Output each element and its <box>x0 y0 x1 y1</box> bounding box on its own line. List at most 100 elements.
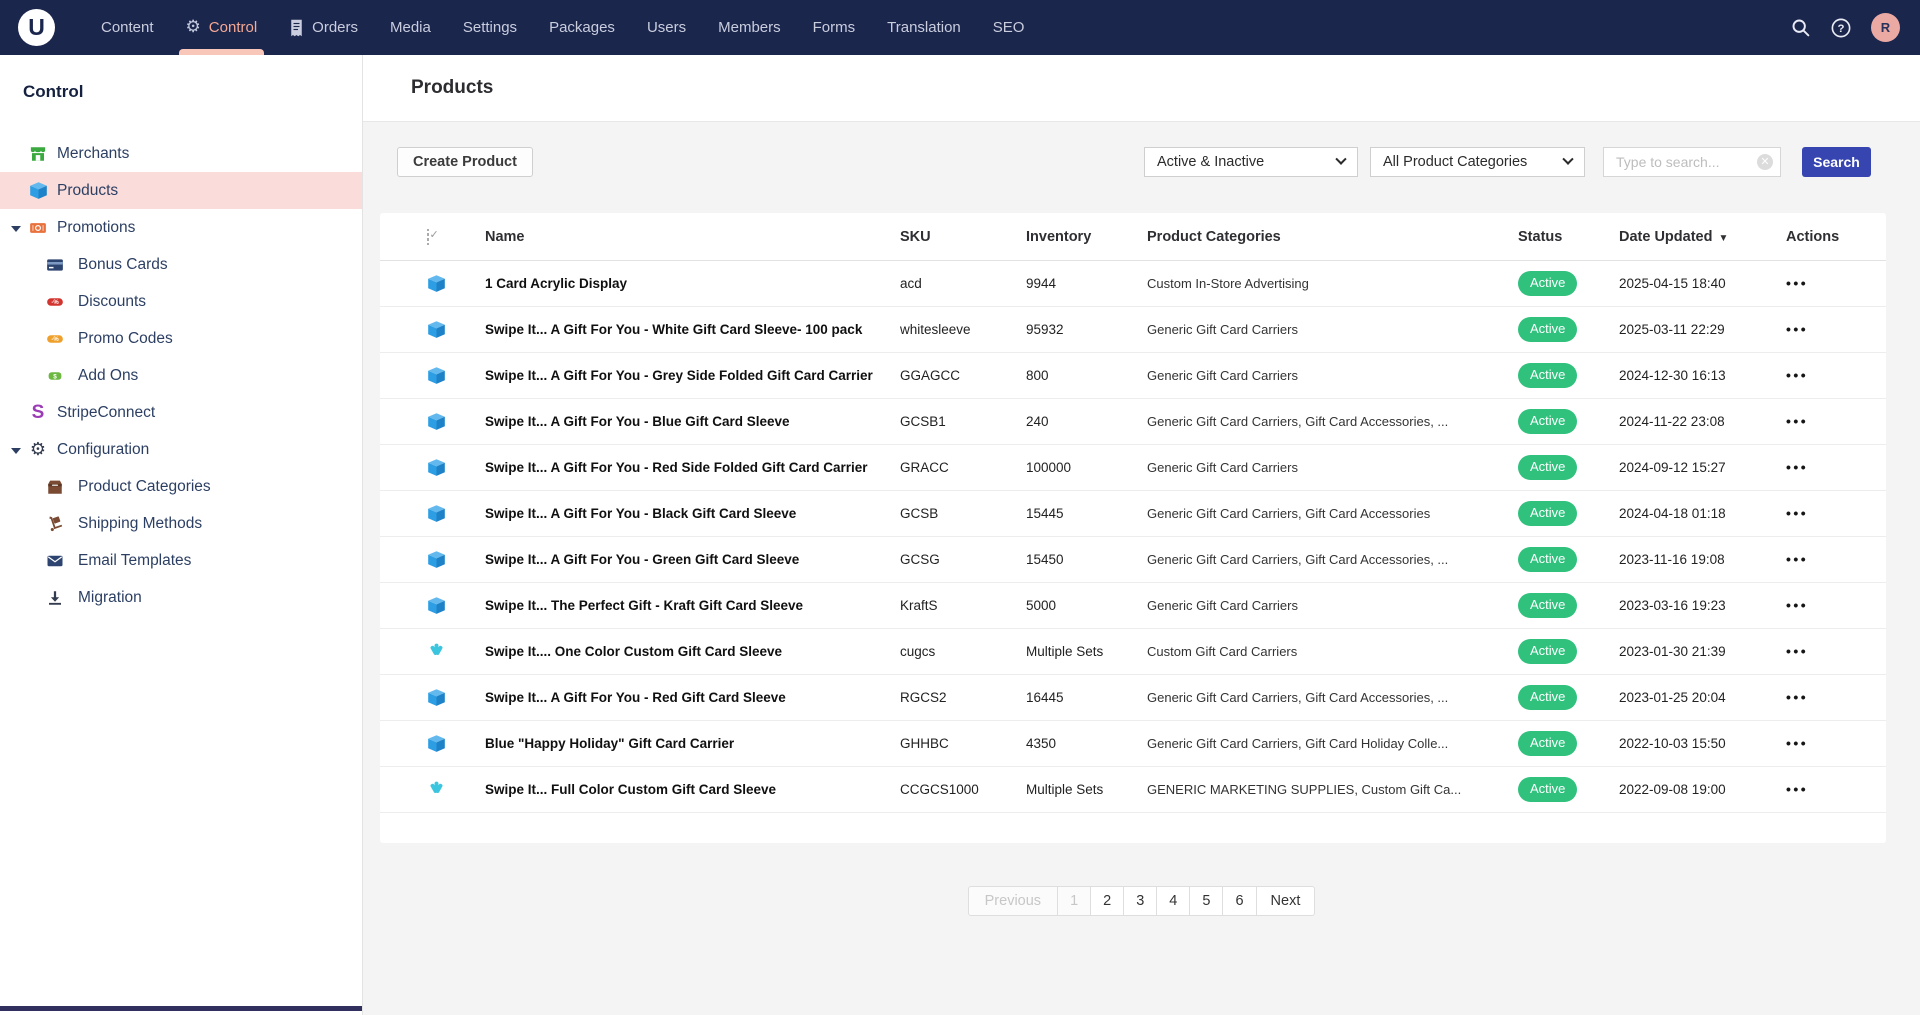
sidebar-item-bonus-cards[interactable]: Bonus Cards <box>0 246 362 283</box>
column-header-name[interactable]: Name <box>485 229 900 245</box>
svg-text:-%: -% <box>51 337 59 343</box>
nav-item-control[interactable]: ⚙Control <box>170 0 274 55</box>
product-name-link[interactable]: 1 Card Acrylic Display <box>485 276 900 291</box>
status-filter-select[interactable]: Active & Inactive <box>1144 147 1358 177</box>
table-header-row: Name SKU Inventory Product Categories St… <box>380 213 1886 261</box>
receipt-icon <box>289 19 304 37</box>
product-inventory: 800 <box>1026 368 1147 383</box>
sidebar-item-discounts[interactable]: -%Discounts <box>0 283 362 320</box>
nav-item-users[interactable]: Users <box>631 0 702 55</box>
sidebar-item-label: Configuration <box>0 441 149 459</box>
nav-item-forms[interactable]: Forms <box>797 0 872 55</box>
product-name-link[interactable]: Swipe It... A Gift For You - White Gift … <box>485 322 900 337</box>
product-name-link[interactable]: Swipe It.... One Color Custom Gift Card … <box>485 644 900 659</box>
product-name-link[interactable]: Swipe It... A Gift For You - Red Gift Ca… <box>485 690 900 705</box>
sidebar-item-product-categories[interactable]: Product Categories <box>0 468 362 505</box>
row-actions-button[interactable]: ••• <box>1786 275 1808 291</box>
product-categories-icon <box>44 478 66 496</box>
top-nav: U Content⚙ControlOrdersMediaSettingsPack… <box>0 0 1920 55</box>
column-header-date-updated[interactable]: Date Updated▼ <box>1619 229 1786 245</box>
row-actions-button[interactable]: ••• <box>1786 597 1808 613</box>
product-name-link[interactable]: Swipe It... A Gift For You - Grey Side F… <box>485 368 900 383</box>
row-actions-button[interactable]: ••• <box>1786 413 1808 429</box>
row-actions-button[interactable]: ••• <box>1786 321 1808 337</box>
sidebar-item-products[interactable]: Products <box>0 172 362 209</box>
product-sku: GGAGCC <box>900 368 1026 383</box>
search-icon[interactable] <box>1790 17 1811 38</box>
nav-item-seo[interactable]: SEO <box>977 0 1041 55</box>
pagination-page-6[interactable]: 6 <box>1222 886 1256 916</box>
product-name-link[interactable]: Blue "Happy Holiday" Gift Card Carrier <box>485 736 900 751</box>
nav-item-label: Control <box>209 19 257 36</box>
row-actions-button[interactable]: ••• <box>1786 735 1808 751</box>
nav-item-orders[interactable]: Orders <box>273 0 374 55</box>
row-actions-button[interactable]: ••• <box>1786 781 1808 797</box>
nav-item-members[interactable]: Members <box>702 0 797 55</box>
product-inventory: 15445 <box>1026 506 1147 521</box>
product-sku: whitesleeve <box>900 322 1026 337</box>
sidebar-item-merchants[interactable]: Merchants <box>0 135 362 172</box>
caret-down-icon[interactable] <box>11 226 21 232</box>
row-actions-button[interactable]: ••• <box>1786 689 1808 705</box>
select-all-checkbox[interactable] <box>427 229 429 245</box>
sidebar-item-email-templates[interactable]: Email Templates <box>0 542 362 579</box>
row-actions-button[interactable]: ••• <box>1786 643 1808 659</box>
nav-item-media[interactable]: Media <box>374 0 447 55</box>
product-name-link[interactable]: Swipe It... The Perfect Gift - Kraft Gif… <box>485 598 900 613</box>
product-box-icon <box>427 504 475 523</box>
sidebar-item-stripeconnect[interactable]: SStripeConnect <box>0 394 362 431</box>
row-actions-button[interactable]: ••• <box>1786 551 1808 567</box>
pagination-page-2[interactable]: 2 <box>1090 886 1124 916</box>
pagination-page-1: 1 <box>1057 886 1091 916</box>
sidebar-item-label: Shipping Methods <box>0 515 202 533</box>
nav-item-settings[interactable]: Settings <box>447 0 533 55</box>
caret-down-icon[interactable] <box>11 448 21 454</box>
product-sku: GHHBC <box>900 736 1026 751</box>
product-categories: Generic Gift Card Carriers, Gift Card Ac… <box>1147 690 1518 705</box>
clear-search-icon[interactable]: ✕ <box>1757 154 1773 170</box>
column-header-sku[interactable]: SKU <box>900 229 1026 245</box>
svg-text:$: $ <box>53 373 57 380</box>
row-actions-button[interactable]: ••• <box>1786 367 1808 383</box>
product-name-link[interactable]: Swipe It... A Gift For You - Red Side Fo… <box>485 460 900 475</box>
nav-item-translation[interactable]: Translation <box>871 0 977 55</box>
column-header-status[interactable]: Status <box>1518 229 1619 245</box>
search-button[interactable]: Search <box>1802 147 1871 177</box>
sidebar-item-promotions[interactable]: Promotions <box>0 209 362 246</box>
sidebar-item-label: Add Ons <box>0 367 138 385</box>
sidebar-item-promo-codes[interactable]: -%Promo Codes <box>0 320 362 357</box>
category-filter-select[interactable]: All Product Categories <box>1370 147 1585 177</box>
row-actions-button[interactable]: ••• <box>1786 459 1808 475</box>
add-ons-icon: $ <box>44 367 66 385</box>
product-name-link[interactable]: Swipe It... Full Color Custom Gift Card … <box>485 782 900 797</box>
product-name-link[interactable]: Swipe It... A Gift For You - Blue Gift C… <box>485 414 900 429</box>
nav-item-content[interactable]: Content <box>85 0 170 55</box>
product-inventory: 4350 <box>1026 736 1147 751</box>
user-avatar[interactable]: R <box>1871 13 1900 42</box>
product-name-link[interactable]: Swipe It... A Gift For You - Green Gift … <box>485 552 900 567</box>
pagination-page-5[interactable]: 5 <box>1189 886 1223 916</box>
create-product-button[interactable]: Create Product <box>397 147 533 177</box>
pagination-page-4[interactable]: 4 <box>1156 886 1190 916</box>
sidebar-item-configuration[interactable]: ⚙Configuration <box>0 431 362 468</box>
help-icon[interactable]: ? <box>1830 17 1852 39</box>
sidebar-item-add-ons[interactable]: $Add Ons <box>0 357 362 394</box>
row-actions-button[interactable]: ••• <box>1786 505 1808 521</box>
column-header-inventory[interactable]: Inventory <box>1026 229 1147 245</box>
sidebar-resize-bar[interactable] <box>0 1006 362 1011</box>
nav-item-packages[interactable]: Packages <box>533 0 631 55</box>
pagination-page-3[interactable]: 3 <box>1123 886 1157 916</box>
product-box-icon <box>427 734 475 753</box>
pagination-next[interactable]: Next <box>1256 886 1316 916</box>
product-categories: Generic Gift Card Carriers <box>1147 322 1518 337</box>
sidebar-item-migration[interactable]: Migration <box>0 579 362 616</box>
umbraco-logo[interactable]: U <box>18 9 55 46</box>
status-badge: Active <box>1518 363 1577 387</box>
status-badge: Active <box>1518 685 1577 709</box>
product-name-link[interactable]: Swipe It... A Gift For You - Black Gift … <box>485 506 900 521</box>
search-input[interactable] <box>1603 147 1781 177</box>
sidebar-item-label: Merchants <box>0 145 129 163</box>
product-box-icon <box>427 688 475 707</box>
column-header-categories[interactable]: Product Categories <box>1147 229 1518 245</box>
sidebar-item-shipping-methods[interactable]: Shipping Methods <box>0 505 362 542</box>
